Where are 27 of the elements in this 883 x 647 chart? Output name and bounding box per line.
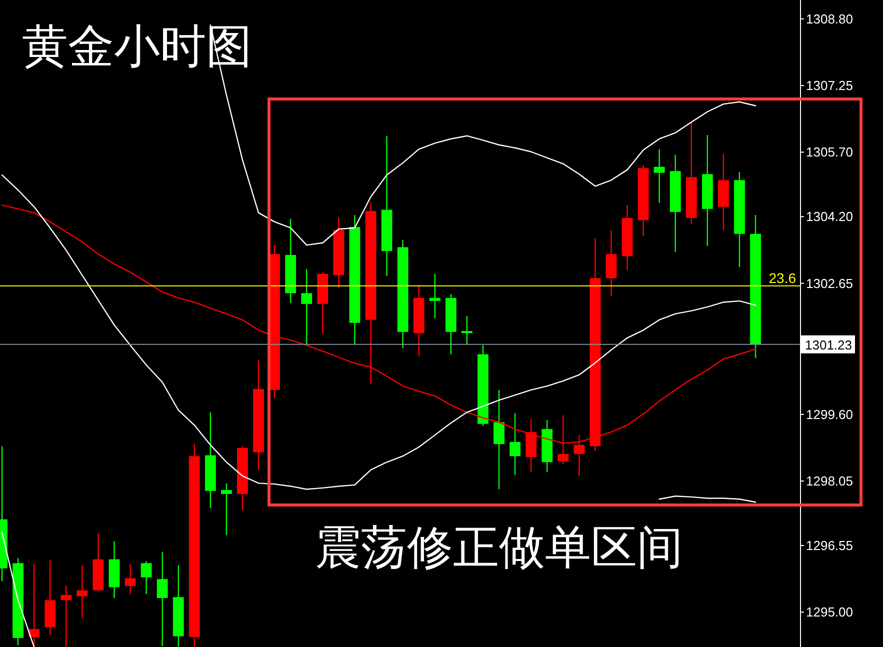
- candlestick: [221, 482, 232, 536]
- candlestick: [28, 563, 40, 647]
- line-series: [1, 174, 756, 490]
- candlestick: [461, 315, 472, 345]
- candlestick: [429, 273, 440, 319]
- y-tick-label: 1305.70: [806, 144, 853, 160]
- y-tick-label: 1302.65: [806, 276, 853, 291]
- candlestick: [76, 564, 88, 619]
- annotation: 23.6: [768, 270, 796, 286]
- ref-line-label: 1301.23: [805, 337, 852, 352]
- y-tick-label: 1304.20: [806, 209, 853, 224]
- annotation: 震荡修正做单区间: [315, 520, 683, 574]
- candlestick: [510, 412, 520, 476]
- y-tick-label: 1299.60: [806, 406, 853, 422]
- candlestick: [301, 268, 312, 345]
- y-tick-label: 1298.05: [806, 474, 853, 489]
- y-tick-label: 1307.25: [806, 78, 853, 94]
- candlestick: [124, 563, 136, 595]
- y-tick-label: 1296.55: [806, 538, 853, 554]
- line-series: [210, 24, 756, 246]
- candlestick: [140, 560, 152, 595]
- candlestick: [156, 551, 168, 647]
- candlestick: [60, 585, 72, 647]
- y-tick-label: 1308.80: [806, 11, 853, 26]
- candlestick: [654, 148, 665, 204]
- candlestick: [494, 389, 504, 490]
- y-tick-label: 1295.00: [806, 604, 853, 620]
